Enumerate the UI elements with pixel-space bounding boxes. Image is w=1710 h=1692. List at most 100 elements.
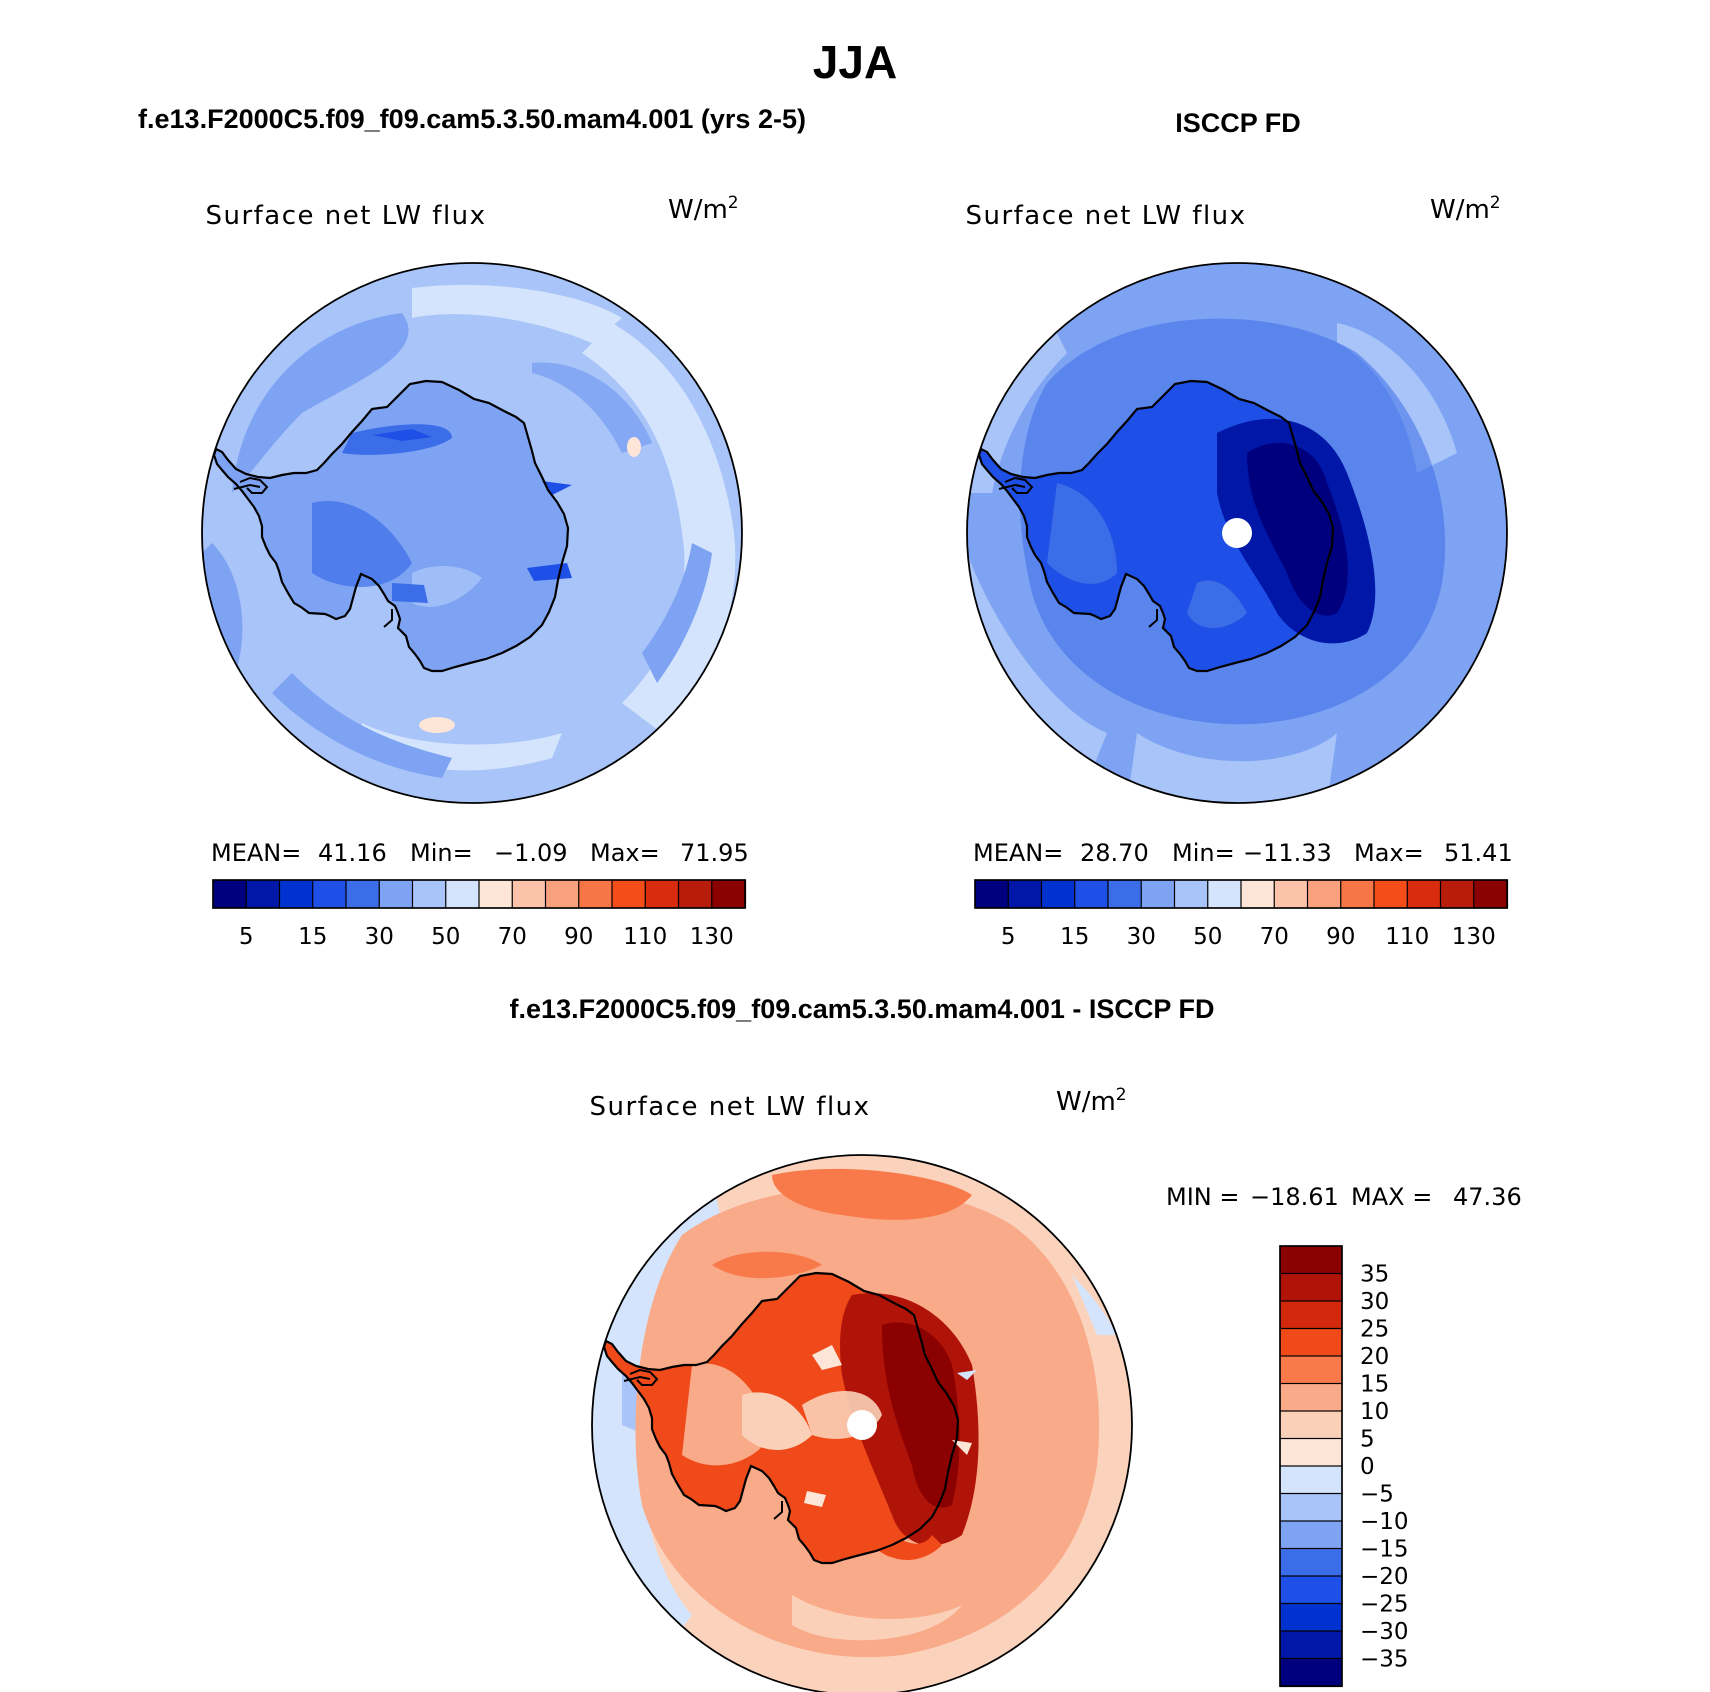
colorbar-swatch [711, 879, 747, 909]
panel-observation: ISCCP FD Surface net LW flux W/m2 [965, 108, 1513, 950]
colorbar-swatch [212, 879, 248, 909]
colorbar-swatch [974, 879, 1010, 909]
pole-hole [1222, 518, 1252, 548]
svg-text:Max=: Max= [1354, 839, 1424, 867]
panel-difference: f.e13.F2000C5.f09_f09.cam5.3.50.mam4.001… [510, 994, 1522, 1692]
svg-text:Min=: Min= [410, 839, 473, 867]
stats-line: MEAN= 28.70 Min= −11.33 Max= 51.41 [973, 839, 1513, 867]
panel-title: f.e13.F2000C5.f09_f09.cam5.3.50.mam4.001… [138, 104, 806, 134]
ring-light [582, 323, 736, 733]
panel-title: f.e13.F2000C5.f09_f09.cam5.3.50.mam4.001… [510, 994, 1215, 1024]
colorbar-tick-label: −10 [1360, 1509, 1409, 1535]
svg-text:MAX =: MAX = [1351, 1183, 1432, 1211]
svg-text:−18.61: −18.61 [1250, 1183, 1339, 1211]
svg-text:MEAN=: MEAN= [211, 839, 301, 867]
colorbar-swatch [1279, 1272, 1343, 1303]
svg-text:−1.09: −1.09 [494, 839, 568, 867]
colorbar-swatch [1279, 1437, 1343, 1468]
colorbar-tick-label: 70 [498, 924, 527, 950]
colorbar-tick-label: −5 [1360, 1482, 1394, 1508]
colorbar-tick-label: 20 [1360, 1344, 1389, 1370]
map-border [201, 262, 743, 804]
field-label: Surface net LW flux [965, 201, 1246, 231]
colorbar-tick-label: 5 [1001, 924, 1016, 950]
map-border [966, 262, 1508, 804]
stats-line: MIN = −18.61 MAX = 47.36 [1166, 1183, 1522, 1211]
colorbar-tick-label: 5 [239, 924, 254, 950]
map-disc [201, 262, 743, 804]
colorbar-tick-label: 70 [1260, 924, 1289, 950]
colorbar-tick-label: 90 [564, 924, 593, 950]
svg-text:51.41: 51.41 [1444, 839, 1513, 867]
svg-text:41.16: 41.16 [318, 839, 387, 867]
colorbar-swatch [1279, 1300, 1343, 1330]
field-label: Surface net LW flux [205, 201, 486, 231]
colorbar-tick-label: 130 [1452, 924, 1496, 950]
colorbar-swatch [1074, 879, 1110, 909]
colorbar-swatch [478, 879, 514, 909]
colorbar-swatch [1279, 1547, 1343, 1578]
colorbar-swatch [1173, 879, 1209, 909]
colorbar-swatch [1279, 1245, 1343, 1275]
colorbar-swatch [1140, 879, 1176, 909]
colorbar-tick-label: 30 [1360, 1289, 1389, 1315]
colorbar-tick-label: 50 [1193, 924, 1222, 950]
colorbar-tick-label: −25 [1360, 1592, 1409, 1618]
colorbar-swatch [611, 879, 647, 909]
colorbar-tick-label: 130 [690, 924, 734, 950]
colorbar-swatch [1340, 879, 1376, 909]
stats-line: MEAN= 41.16 Min= −1.09 Max= 71.95 [211, 839, 749, 867]
map-disc [966, 262, 1508, 804]
colorbar-swatch [445, 879, 481, 909]
field-label: Surface net LW flux [589, 1092, 870, 1122]
colorbar-tick-label: 30 [365, 924, 394, 950]
colorbar-swatch [1279, 1602, 1343, 1633]
colorbar-tick-label: 0 [1360, 1454, 1375, 1480]
colorbar-tick-label: 90 [1326, 924, 1355, 950]
colorbar-swatch [245, 879, 281, 909]
colorbar-tick-label: 25 [1360, 1317, 1389, 1343]
colorbar-swatch [1279, 1327, 1343, 1358]
colorbar-tick-label: 15 [1060, 924, 1089, 950]
colorbar-swatch [1273, 879, 1309, 909]
map-border [591, 1154, 1133, 1692]
units-label: W/m2 [668, 193, 739, 225]
colorbar-tick-label: 110 [1385, 924, 1429, 950]
colorbar-swatch [1406, 879, 1442, 909]
colorbar-swatch [1306, 879, 1342, 909]
colorbar-swatch [1439, 879, 1475, 909]
colorbar-tick-label: 30 [1127, 924, 1156, 950]
svg-text:47.36: 47.36 [1453, 1183, 1522, 1211]
colorbar: 5 15 30 50 70 90 110 130 [212, 879, 747, 950]
colorbar-tick-label: 5 [1360, 1427, 1375, 1453]
panel-model: f.e13.F2000C5.f09_f09.cam5.3.50.mam4.001… [138, 104, 806, 950]
colorbar-swatch [1279, 1410, 1343, 1440]
units-label: W/m2 [1430, 193, 1501, 225]
units-label: W/m2 [1056, 1085, 1127, 1117]
svg-text:71.95: 71.95 [680, 839, 749, 867]
colorbar-swatch [278, 879, 314, 909]
colorbar-swatch [1107, 879, 1143, 909]
colorbar-swatch [1279, 1355, 1343, 1385]
colorbar-swatch [1279, 1492, 1343, 1523]
colorbar-swatch [1207, 879, 1243, 909]
colorbar-swatch [1240, 879, 1276, 909]
colorbar-swatch [1040, 879, 1076, 909]
colorbar-swatch [544, 879, 580, 909]
colorbar: 5 15 30 50 70 90 110 130 [974, 879, 1509, 950]
svg-text:Max=: Max= [590, 839, 660, 867]
colorbar-swatch [1279, 1657, 1343, 1688]
colorbar-swatch [1279, 1575, 1343, 1605]
colorbar-swatch [378, 879, 414, 909]
colorbar-tick-label: 110 [623, 924, 667, 950]
map-disc [591, 1154, 1133, 1692]
figure-title: JJA [813, 36, 897, 88]
colorbar-swatch [1279, 1382, 1343, 1413]
colorbar-swatch [312, 879, 348, 909]
colorbar-swatch [644, 879, 680, 909]
colorbar-tick-label: 35 [1360, 1262, 1389, 1288]
colorbar-tick-label: −20 [1360, 1564, 1409, 1590]
svg-text:MEAN=: MEAN= [973, 839, 1063, 867]
svg-text:MIN =: MIN = [1166, 1183, 1239, 1211]
